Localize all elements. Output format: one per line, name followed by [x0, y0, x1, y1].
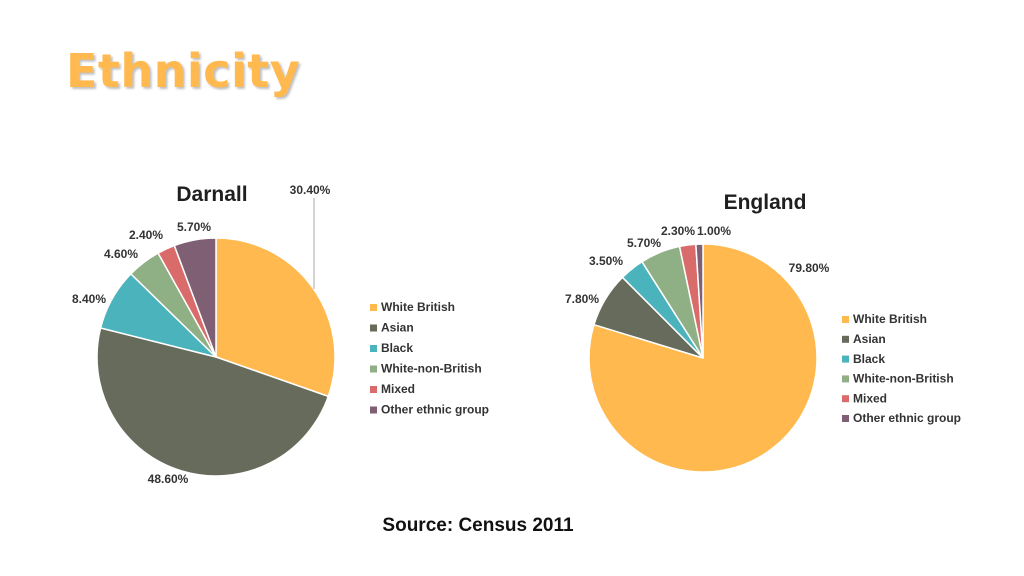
darnall-legend-item-black: Black [370, 341, 413, 355]
darnall-legend-label: White British [381, 300, 455, 314]
england-slice-white-british [588, 243, 818, 473]
england-legend-swatch [842, 415, 849, 422]
england-legend-item-asian: Asian [842, 332, 886, 346]
england-legend-label: White British [853, 312, 927, 326]
darnall-legend-label: Mixed [381, 382, 415, 396]
darnall-legend-swatch [370, 406, 377, 414]
england-data-label-white-british: 79.80% [789, 261, 830, 275]
darnall-data-label-asian: 48.60% [148, 472, 189, 486]
darnall-legend-label: Black [381, 341, 413, 355]
darnall-legend-label: Asian [381, 321, 414, 335]
darnall-legend-swatch [370, 345, 377, 352]
england-data-label-black: 3.50% [589, 254, 623, 268]
darnall-legend-item-asian: Asian [370, 321, 414, 335]
england-legend-item-black: Black [842, 352, 885, 366]
darnall-chart-title: Darnall [176, 183, 247, 206]
england-legend-swatch [842, 355, 849, 363]
darnall-legend-label: White-non-British [381, 362, 482, 376]
darnall-data-label-black: 8.40% [72, 292, 106, 306]
darnall-legend-item-white-british: White British [370, 300, 455, 314]
england-legend-label: White-non-British [853, 372, 954, 386]
england-legend-item-white-non-british: White-non-British [842, 372, 954, 386]
darnall-legend-swatch [370, 386, 377, 393]
darnall-legend-swatch [370, 365, 377, 373]
england-data-label-white-non-british: 5.70% [627, 236, 661, 250]
england-data-label-other-ethnic-group: 1.00% [697, 224, 731, 238]
darnall-slice-other-ethnic-group [173, 237, 217, 358]
england-slice-other-ethnic-group [695, 243, 704, 359]
england-legend-swatch [842, 316, 849, 323]
slide-title: Ethnicity [66, 44, 301, 98]
darnall-legend-item-white-non-british: White-non-British [370, 362, 482, 376]
darnall-slice-white-british [215, 237, 336, 398]
england-legend-item-white-british: White British [842, 312, 927, 326]
england-legend-swatch [842, 335, 849, 343]
england-legend-label: Mixed [853, 391, 887, 405]
darnall-legend-item-mixed: Mixed [370, 382, 415, 396]
darnall-data-label-other-ethnic-group: 5.70% [177, 220, 211, 234]
england-legend-swatch [842, 395, 849, 403]
darnall-slice-asian [96, 327, 330, 477]
source-note: Source: Census 2011 [382, 515, 574, 536]
darnall-legend-item-other-ethnic-group: Other ethnic group [370, 403, 489, 417]
england-legend-item-mixed: Mixed [842, 391, 887, 405]
england-chart-title: England [724, 191, 807, 214]
england-legend-swatch [842, 375, 849, 383]
england-data-label-asian: 7.80% [565, 292, 599, 306]
england-legend-item-other-ethnic-group: Other ethnic group [842, 411, 961, 425]
darnall-legend-label: Other ethnic group [381, 403, 489, 417]
darnall-data-label-white-non-british: 4.60% [104, 247, 138, 261]
england-legend-label: Asian [853, 332, 886, 346]
darnall-data-label-white-british: 30.40% [290, 183, 331, 197]
england-data-label-mixed: 2.30% [661, 224, 695, 238]
england-legend-label: Other ethnic group [853, 411, 961, 425]
england-legend-label: Black [853, 352, 885, 366]
darnall-legend-swatch [370, 324, 377, 332]
darnall-data-label-mixed: 2.40% [129, 228, 163, 242]
darnall-legend-swatch [370, 304, 377, 311]
